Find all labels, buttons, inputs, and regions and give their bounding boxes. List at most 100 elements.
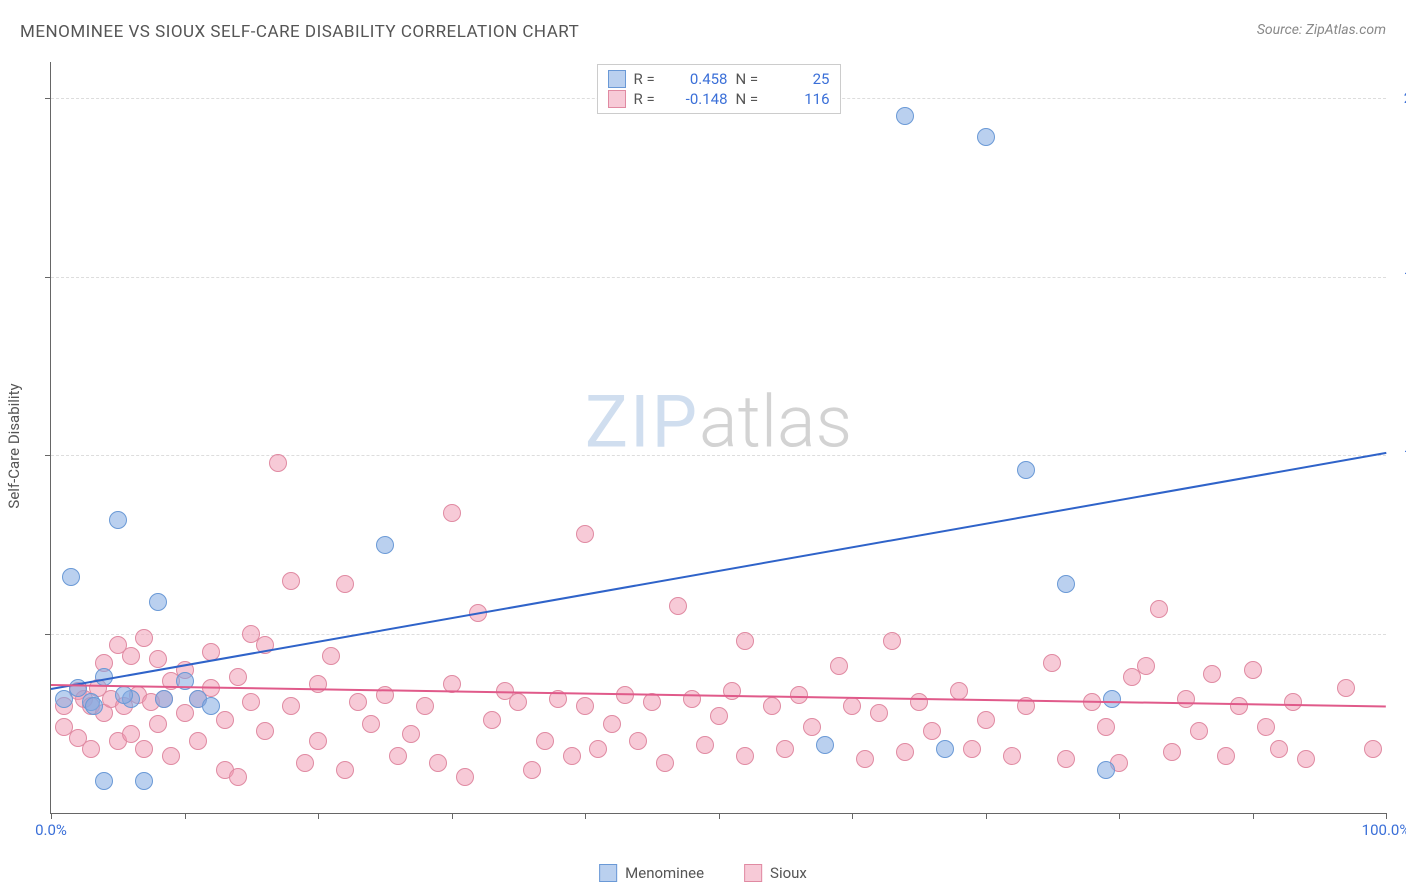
- data-point: [870, 704, 888, 722]
- data-point: [282, 572, 300, 590]
- x-tick-label: 100.0%: [1362, 821, 1406, 839]
- data-point: [443, 504, 461, 522]
- x-tick-mark: [719, 813, 720, 819]
- data-point: [202, 697, 220, 715]
- data-point: [843, 697, 861, 715]
- data-point: [362, 715, 380, 733]
- data-point: [589, 740, 607, 758]
- y-tick-mark: [45, 634, 51, 635]
- data-point: [1003, 747, 1021, 765]
- data-point: [389, 747, 407, 765]
- data-point: [309, 675, 327, 693]
- data-point: [1337, 679, 1355, 697]
- data-point: [736, 747, 754, 765]
- data-point: [563, 747, 581, 765]
- data-point: [155, 690, 173, 708]
- data-point: [82, 740, 100, 758]
- legend-swatch: [599, 864, 617, 882]
- stats-r-label: R =: [634, 90, 664, 108]
- data-point: [149, 650, 167, 668]
- data-point: [977, 711, 995, 729]
- data-point: [483, 711, 501, 729]
- y-tick-label: 5.0%: [1392, 625, 1406, 643]
- data-point: [710, 707, 728, 725]
- data-point: [282, 697, 300, 715]
- stats-row: R =0.458N =25: [608, 69, 830, 89]
- data-point: [830, 657, 848, 675]
- plot-area: ZIPatlas R =0.458N =25R =-0.148N =116 5.…: [50, 62, 1386, 814]
- data-point: [296, 754, 314, 772]
- data-point: [523, 761, 541, 779]
- data-point: [816, 736, 834, 754]
- legend-item: Menominee: [599, 864, 704, 882]
- data-point: [122, 647, 140, 665]
- stats-r-value: 0.458: [672, 70, 728, 88]
- data-point: [416, 697, 434, 715]
- y-tick-mark: [45, 98, 51, 99]
- stats-n-label: N =: [736, 70, 766, 88]
- legend-label: Menominee: [625, 864, 704, 882]
- trendline: [51, 452, 1386, 690]
- data-point: [1284, 693, 1302, 711]
- data-point: [736, 632, 754, 650]
- y-tick-mark: [45, 277, 51, 278]
- data-point: [1177, 690, 1195, 708]
- data-point: [883, 632, 901, 650]
- data-point: [229, 768, 247, 786]
- data-point: [576, 525, 594, 543]
- data-point: [376, 536, 394, 554]
- data-point: [1150, 600, 1168, 618]
- data-point: [1017, 461, 1035, 479]
- data-point: [135, 629, 153, 647]
- data-point: [269, 454, 287, 472]
- data-point: [1217, 747, 1235, 765]
- stats-swatch: [608, 90, 626, 108]
- watermark: ZIPatlas: [585, 380, 852, 465]
- y-tick-label: 15.0%: [1392, 268, 1406, 286]
- data-point: [643, 693, 661, 711]
- data-point: [803, 718, 821, 736]
- data-point: [162, 747, 180, 765]
- stats-n-value: 116: [774, 90, 830, 108]
- data-point: [135, 740, 153, 758]
- data-point: [109, 511, 127, 529]
- data-point: [309, 732, 327, 750]
- data-point: [349, 693, 367, 711]
- y-tick-label: 10.0%: [1392, 446, 1406, 464]
- y-tick-mark: [45, 455, 51, 456]
- x-tick-label: 0.0%: [35, 821, 67, 839]
- x-tick-mark: [585, 813, 586, 819]
- data-point: [1103, 690, 1121, 708]
- data-point: [856, 750, 874, 768]
- x-tick-mark: [1386, 813, 1387, 819]
- data-point: [1203, 665, 1221, 683]
- data-point: [242, 693, 260, 711]
- data-point: [216, 711, 234, 729]
- watermark-atlas: atlas: [699, 380, 852, 465]
- data-point: [135, 772, 153, 790]
- data-point: [896, 743, 914, 761]
- stats-r-label: R =: [634, 70, 664, 88]
- y-tick-label: 20.0%: [1392, 89, 1406, 107]
- data-point: [696, 736, 714, 754]
- data-point: [85, 697, 103, 715]
- data-point: [923, 722, 941, 740]
- data-point: [603, 715, 621, 733]
- chart-container: MENOMINEE VS SIOUX SELF-CARE DISABILITY …: [0, 0, 1406, 892]
- data-point: [336, 761, 354, 779]
- data-point: [429, 754, 447, 772]
- data-point: [1364, 740, 1382, 758]
- data-point: [1270, 740, 1288, 758]
- stats-n-label: N =: [736, 90, 766, 108]
- data-point: [536, 732, 554, 750]
- x-tick-mark: [452, 813, 453, 819]
- gridline: [51, 455, 1386, 456]
- x-tick-mark: [1119, 813, 1120, 819]
- data-point: [1097, 761, 1115, 779]
- legend-swatch: [744, 864, 762, 882]
- stats-box: R =0.458N =25R =-0.148N =116: [597, 64, 841, 114]
- legend: MenomineeSioux: [599, 864, 807, 882]
- data-point: [122, 725, 140, 743]
- data-point: [256, 722, 274, 740]
- x-tick-mark: [318, 813, 319, 819]
